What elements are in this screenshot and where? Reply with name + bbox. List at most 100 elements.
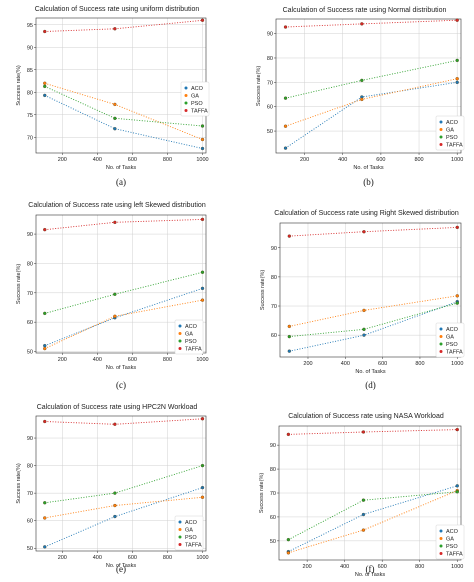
x-tick-label: 1000 xyxy=(451,157,463,163)
y-tick-label: 75 xyxy=(27,113,33,119)
y-tick-label: 70 xyxy=(267,80,273,86)
data-point-pso xyxy=(362,327,366,331)
y-tick-label: 80 xyxy=(27,464,33,470)
data-point-aco xyxy=(455,484,459,488)
y-tick-label: 50 xyxy=(267,129,273,135)
x-tick-label: 800 xyxy=(163,157,172,163)
data-point-aco xyxy=(113,514,117,519)
series-line-pso xyxy=(285,59,458,99)
x-tick-label: 600 xyxy=(128,555,137,561)
chart-title: Calculation of Success rate using left S… xyxy=(28,202,206,209)
data-point-taffa xyxy=(455,427,459,432)
legend-marker-ga xyxy=(439,335,443,338)
x-axis-label: No. of Tasks xyxy=(106,165,136,171)
legend-label: PSO xyxy=(185,535,197,541)
legend-label: PSO xyxy=(446,135,458,141)
panel-caption: (c) xyxy=(116,380,126,390)
legend-label: GA xyxy=(185,528,193,534)
legend-label: ACO xyxy=(446,120,459,126)
legend-marker-aco xyxy=(439,120,443,124)
series-line-taffa xyxy=(289,226,458,237)
data-point-ga xyxy=(43,346,47,351)
chart-title: Calculation of Success rate using Normal… xyxy=(283,7,447,14)
y-axis-label: Success rate(%) xyxy=(16,463,22,504)
y-tick-label: 60 xyxy=(267,105,273,111)
legend-label: GA xyxy=(446,537,454,543)
data-point-ga xyxy=(113,314,117,318)
x-tick-label: 400 xyxy=(93,555,102,561)
legend-marker-ga xyxy=(439,537,443,540)
legend-label: PSO xyxy=(446,544,458,550)
panel-caption: (f) xyxy=(366,564,375,574)
data-point-aco xyxy=(362,333,366,337)
legend-marker-aco xyxy=(178,324,182,328)
legend-label: PSO xyxy=(446,342,458,348)
y-tick-label: 70 xyxy=(27,291,33,297)
legend-marker-aco xyxy=(178,520,182,524)
legend-marker-pso xyxy=(184,101,188,105)
legend-label: ACO xyxy=(446,529,459,535)
data-point-pso xyxy=(286,538,291,542)
y-tick-label: 70 xyxy=(270,491,276,497)
legend-marker-ga xyxy=(184,94,188,97)
panel-caption: (d) xyxy=(365,380,376,390)
y-axis-label: Success rate(%) xyxy=(259,473,265,514)
series-line-taffa xyxy=(44,19,203,32)
legend-marker-taffa xyxy=(439,350,443,353)
plot-frame xyxy=(35,415,207,552)
data-point-taffa xyxy=(286,432,291,437)
data-point-ga xyxy=(287,324,291,329)
y-axis-label: Success rate(%) xyxy=(260,270,266,311)
legend-marker-pso xyxy=(178,339,182,343)
y-tick-label: 60 xyxy=(270,515,276,521)
y-tick-label: 50 xyxy=(27,546,33,552)
series-line-taffa xyxy=(44,218,203,231)
legend-marker-pso xyxy=(439,135,443,139)
data-point-taffa xyxy=(200,417,205,421)
x-axis-label: No. of Tasks xyxy=(353,165,383,171)
data-point-taffa xyxy=(43,419,47,424)
y-tick-label: 70 xyxy=(27,135,33,141)
data-point-taffa xyxy=(113,220,117,224)
legend-label: TAFFA xyxy=(185,347,202,353)
data-point-pso xyxy=(200,124,205,128)
legend-marker-ga xyxy=(178,332,182,335)
x-tick-label: 1000 xyxy=(196,555,208,561)
y-tick-label: 50 xyxy=(27,350,33,356)
y-tick-label: 80 xyxy=(270,467,276,473)
data-point-taffa xyxy=(113,422,117,426)
data-point-ga xyxy=(43,516,47,520)
x-tick-label: 200 xyxy=(58,157,67,163)
series-line-pso xyxy=(288,491,458,541)
legend-label: GA xyxy=(446,335,454,341)
data-point-ga xyxy=(360,97,364,102)
y-tick-label: 50 xyxy=(270,539,276,545)
data-point-pso xyxy=(287,334,291,339)
data-point-taffa xyxy=(283,25,288,29)
chart-title: Calculation of Success rate using Right … xyxy=(274,210,459,217)
series-line-pso xyxy=(44,85,203,127)
x-tick-label: 400 xyxy=(341,361,350,367)
x-tick-label: 600 xyxy=(378,361,387,367)
legend-marker-aco xyxy=(439,529,443,533)
x-tick-label: 400 xyxy=(338,157,347,163)
y-tick-label: 60 xyxy=(27,519,33,525)
x-tick-label: 800 xyxy=(415,564,424,570)
data-point-taffa xyxy=(455,225,459,230)
y-tick-label: 90 xyxy=(270,443,276,449)
x-tick-label: 800 xyxy=(163,357,172,363)
legend-label: TAFFA xyxy=(446,143,463,149)
data-point-pso xyxy=(113,491,117,495)
legend-label: TAFFA xyxy=(191,109,208,115)
x-tick-label: 600 xyxy=(376,157,385,163)
data-point-pso xyxy=(113,292,117,296)
x-tick-label: 600 xyxy=(128,157,137,163)
data-point-pso xyxy=(283,96,288,100)
data-point-aco xyxy=(43,93,47,98)
data-point-pso xyxy=(455,301,459,305)
data-point-ga xyxy=(113,102,117,107)
